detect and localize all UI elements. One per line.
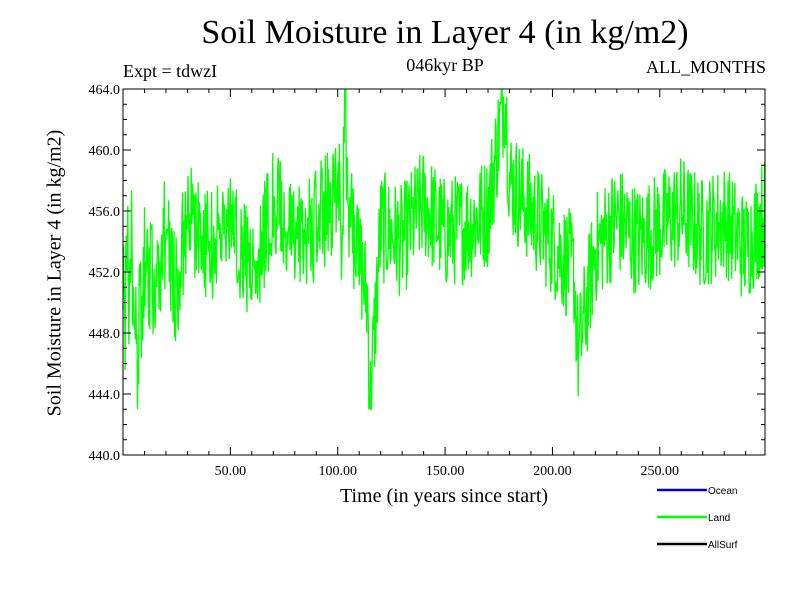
plot-frame [122,88,766,456]
months-label: ALL_MONTHS [646,57,766,77]
y-tick-label: 452.0 [89,266,121,281]
ticks-layer: 50.00 100.00 150.00 200.00 250.00 440.0 444.0 4… [89,83,765,479]
y-tick-label: 444.0 [89,388,121,403]
x-tick-label: 250.00 [641,464,680,479]
y-tick-label: 460.0 [89,144,121,159]
series-line-land [122,88,766,410]
chart-title: Soil Moisture in Layer 4 (in kg/m2) [201,14,689,51]
x-tick-label: 100.00 [318,464,357,479]
x-tick-label: 50.00 [215,464,247,479]
legend: Ocean Land AllSurf [657,486,738,551]
y-tick-label: 456.0 [89,205,121,220]
legend-label-ocean: Ocean [708,486,737,497]
experiment-label: Expt = tdwzI [123,61,218,81]
y-tick-label: 464.0 [89,83,121,98]
y-tick-label: 440.0 [89,449,121,464]
period-label: 046kyr BP [406,55,484,75]
series-layer [122,88,766,410]
x-tick-label: 200.00 [533,464,572,479]
x-axis-label: Time (in years since start) [339,485,549,507]
x-tick-label: 150.00 [426,464,465,479]
legend-label-allsurf: AllSurf [708,540,738,551]
y-tick-label: 448.0 [89,327,121,342]
legend-label-land: Land [708,513,730,524]
